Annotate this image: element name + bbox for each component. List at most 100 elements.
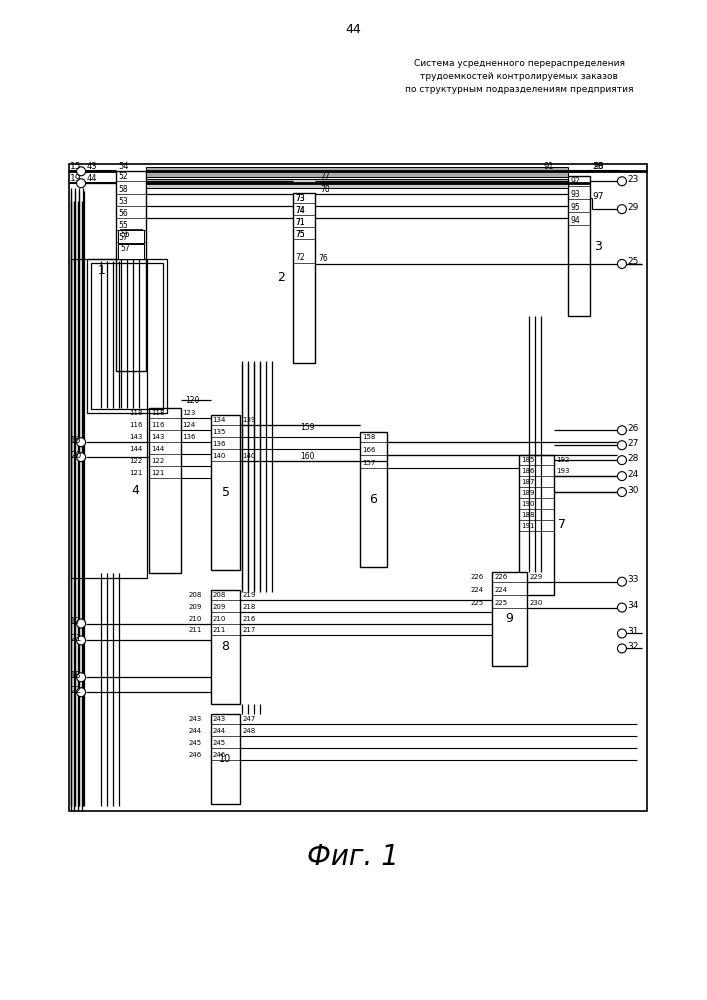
- Text: 185: 185: [521, 457, 534, 463]
- Bar: [360, 432, 387, 567]
- Text: 208: 208: [189, 592, 202, 598]
- Text: 19: 19: [70, 174, 81, 183]
- Text: 140: 140: [243, 453, 256, 459]
- Text: 248: 248: [243, 728, 256, 734]
- Text: 157: 157: [362, 460, 375, 466]
- Circle shape: [617, 441, 626, 450]
- Text: 188: 188: [521, 512, 534, 518]
- Text: 74: 74: [296, 206, 305, 215]
- Text: 118: 118: [151, 410, 164, 416]
- Text: 217: 217: [243, 627, 256, 633]
- Text: 8: 8: [221, 640, 230, 653]
- Text: 226: 226: [471, 574, 484, 580]
- Text: 75: 75: [296, 230, 305, 239]
- Bar: [211, 415, 240, 570]
- Circle shape: [76, 636, 86, 645]
- Text: 9: 9: [506, 612, 513, 625]
- Text: 97: 97: [592, 192, 604, 201]
- Text: 209: 209: [189, 604, 202, 610]
- Text: 23: 23: [627, 175, 638, 184]
- Text: 71: 71: [296, 218, 305, 227]
- Circle shape: [76, 438, 86, 447]
- Text: 26: 26: [627, 424, 638, 433]
- Text: 24: 24: [627, 470, 638, 479]
- Circle shape: [76, 167, 86, 176]
- Text: 3: 3: [594, 240, 602, 253]
- Bar: [120, 242, 142, 256]
- Text: 15: 15: [70, 162, 81, 171]
- Text: 211: 211: [213, 627, 226, 633]
- Text: 57: 57: [118, 233, 128, 242]
- Circle shape: [76, 453, 86, 462]
- Text: 209: 209: [213, 604, 226, 610]
- Circle shape: [76, 619, 86, 628]
- Bar: [118, 230, 144, 243]
- Text: 43: 43: [87, 162, 98, 171]
- Bar: [118, 244, 144, 259]
- Text: 187: 187: [521, 479, 534, 485]
- Text: 218: 218: [243, 604, 256, 610]
- Circle shape: [617, 205, 626, 214]
- Bar: [520, 455, 554, 595]
- Text: 6: 6: [369, 493, 377, 506]
- Text: 5: 5: [221, 486, 230, 499]
- Text: 208: 208: [213, 592, 226, 598]
- Circle shape: [617, 603, 626, 612]
- Bar: [71, 259, 147, 578]
- Text: 123: 123: [182, 410, 196, 416]
- Text: 94: 94: [570, 216, 580, 225]
- Text: 91: 91: [543, 162, 554, 171]
- Text: 224: 224: [494, 587, 508, 593]
- Text: 226: 226: [494, 574, 508, 580]
- Bar: [146, 179, 568, 188]
- Bar: [493, 572, 527, 666]
- Text: 244: 244: [189, 728, 201, 734]
- Text: 224: 224: [471, 587, 484, 593]
- Text: 246: 246: [213, 752, 226, 758]
- Bar: [293, 193, 315, 363]
- Text: 229: 229: [530, 574, 542, 580]
- Text: 160: 160: [300, 452, 315, 461]
- Text: трудоемкостей контролируемых заказов: трудоемкостей контролируемых заказов: [421, 72, 619, 81]
- Text: 23: 23: [592, 162, 604, 171]
- Text: 72: 72: [296, 253, 305, 262]
- Text: 95: 95: [570, 203, 580, 212]
- Text: 244: 244: [213, 728, 226, 734]
- Text: 4: 4: [131, 484, 139, 497]
- Text: 55: 55: [120, 230, 129, 239]
- Text: 136: 136: [213, 441, 226, 447]
- Text: 96: 96: [593, 162, 604, 171]
- Text: 22: 22: [70, 686, 81, 695]
- Text: 71: 71: [296, 218, 305, 227]
- Text: 190: 190: [521, 501, 534, 507]
- Bar: [211, 590, 240, 704]
- Text: 2: 2: [277, 271, 285, 284]
- Text: 116: 116: [151, 422, 164, 428]
- Text: 136: 136: [182, 434, 196, 440]
- Text: 52: 52: [118, 172, 127, 181]
- Bar: [87, 259, 167, 413]
- Text: 92: 92: [570, 177, 580, 186]
- Text: 159: 159: [300, 423, 315, 432]
- Text: 28: 28: [627, 454, 638, 463]
- Circle shape: [76, 673, 86, 682]
- Circle shape: [617, 456, 626, 465]
- Text: 193: 193: [556, 468, 570, 474]
- Text: 246: 246: [189, 752, 202, 758]
- Text: 243: 243: [189, 716, 202, 722]
- Text: 44: 44: [87, 174, 98, 183]
- Text: 93: 93: [570, 190, 580, 199]
- Text: 140: 140: [213, 453, 226, 459]
- Text: 216: 216: [243, 616, 256, 622]
- Text: 230: 230: [530, 600, 543, 606]
- Text: 166: 166: [362, 447, 375, 453]
- Text: 121: 121: [151, 470, 164, 476]
- Circle shape: [617, 426, 626, 435]
- Text: 25: 25: [627, 257, 638, 266]
- Text: 158: 158: [362, 434, 375, 440]
- Circle shape: [617, 177, 626, 186]
- Circle shape: [617, 259, 626, 268]
- Text: 55: 55: [118, 221, 128, 230]
- Text: 78: 78: [320, 185, 329, 194]
- Text: 120: 120: [186, 396, 200, 405]
